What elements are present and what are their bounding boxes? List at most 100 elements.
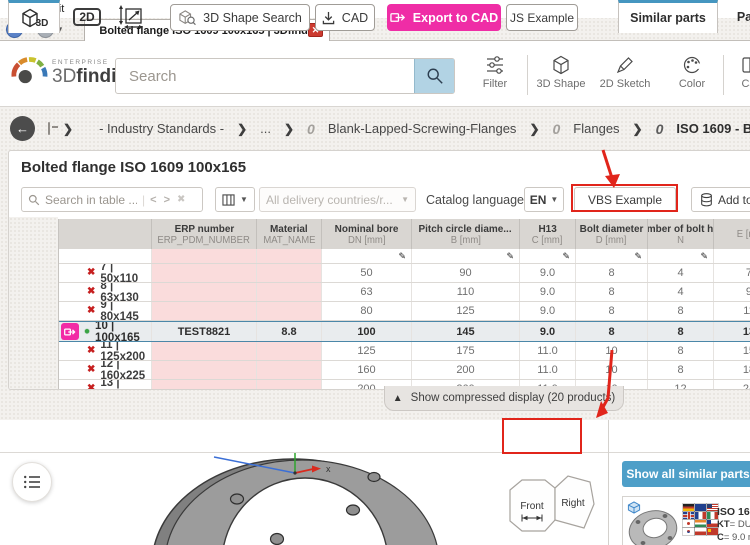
toolbar-3d-shape[interactable]: 3D Shape: [531, 55, 591, 90]
edit-pencil-icon[interactable]: ✎: [634, 250, 642, 261]
value-cell[interactable]: 8: [576, 283, 648, 301]
filter-cell[interactable]: ✎: [576, 249, 648, 263]
value-cell[interactable]: 160: [322, 361, 412, 379]
value-cell[interactable]: 50: [322, 264, 412, 282]
edit-pencil-icon[interactable]: ✎: [398, 250, 406, 261]
toolbar-catalogs[interactable]: Cat: [712, 55, 750, 90]
value-cell[interactable]: 80: [322, 302, 412, 320]
window-page-icon[interactable]: [48, 122, 58, 135]
material-cell[interactable]: [257, 264, 322, 282]
3d-shape-search-button[interactable]: 3D Shape Search: [170, 4, 310, 31]
column-header[interactable]: Material MAT_NAME: [257, 219, 322, 249]
row-label-cell[interactable]: ✖ 7 | 50x110: [59, 264, 152, 282]
erp-cell[interactable]: [152, 380, 257, 389]
value-cell[interactable]: 4: [648, 283, 714, 301]
tab-dimensions-view[interactable]: [112, 4, 150, 30]
filter-cell[interactable]: ✎: [520, 249, 576, 263]
value-cell[interactable]: 8: [576, 264, 648, 282]
value-cell[interactable]: 110: [714, 302, 750, 320]
filter-cell[interactable]: [152, 249, 257, 263]
material-cell[interactable]: [257, 342, 322, 360]
cad-download-button[interactable]: CAD: [315, 4, 375, 31]
tab-similar-parts[interactable]: Similar parts: [618, 0, 718, 33]
value-cell[interactable]: 155: [714, 342, 750, 360]
column-header[interactable]: ERP number ERP_PDM_NUMBER: [152, 219, 257, 249]
edit-pencil-icon[interactable]: ✎: [562, 250, 570, 261]
value-cell[interactable]: 180: [714, 361, 750, 379]
viewer-menu-button[interactable]: [12, 462, 52, 502]
value-cell[interactable]: 95: [714, 283, 750, 301]
value-cell[interactable]: 75: [714, 264, 750, 282]
value-cell[interactable]: 8: [648, 302, 714, 320]
row-label-cell[interactable]: ● 10 | 100x165: [59, 322, 152, 341]
value-cell[interactable]: 9.0: [520, 302, 576, 320]
material-cell[interactable]: [257, 361, 322, 379]
export-to-cad-button[interactable]: Export to CAD: [387, 4, 501, 31]
value-cell[interactable]: 9.0: [520, 264, 576, 282]
row-label-cell[interactable]: ✖ 13 | 200x285: [59, 380, 152, 389]
row-label-cell[interactable]: ✖ 9 | 80x145: [59, 302, 152, 320]
search-button[interactable]: [414, 59, 454, 93]
toolbar-2d-sketch[interactable]: 2D Sketch: [595, 55, 655, 90]
column-header[interactable]: H13 C [mm]: [520, 219, 576, 249]
filter-cell[interactable]: [257, 249, 322, 263]
add-to-list-button[interactable]: Add to li: [691, 187, 750, 212]
erp-cell[interactable]: [152, 361, 257, 379]
filter-cell[interactable]: ✎: [648, 249, 714, 263]
breadcrumb-item-standards[interactable]: - Industry Standards -: [99, 121, 225, 136]
tab-2d-view[interactable]: 2D: [68, 4, 106, 30]
value-cell[interactable]: 8: [648, 361, 714, 379]
view-cube[interactable]: Front Right: [500, 470, 604, 545]
search-input[interactable]: [116, 59, 414, 93]
material-cell[interactable]: [257, 380, 322, 389]
breadcrumb-item-iso1609[interactable]: ISO 1609 - Bo: [676, 121, 750, 136]
js-example-button[interactable]: JS Example: [506, 4, 578, 31]
value-cell[interactable]: 10: [576, 342, 648, 360]
value-cell[interactable]: 8: [648, 342, 714, 360]
breadcrumb-ellipsis[interactable]: ...: [260, 121, 271, 136]
material-cell[interactable]: [257, 283, 322, 301]
row-export-button[interactable]: [61, 323, 79, 340]
breadcrumb-back-button[interactable]: ←: [10, 116, 35, 141]
tab-3d-view[interactable]: 3D: [8, 0, 60, 33]
search-prev-next-icons[interactable]: < >: [150, 193, 173, 206]
value-cell[interactable]: 8: [576, 322, 648, 341]
edit-pencil-icon[interactable]: ✎: [700, 250, 708, 261]
value-cell[interactable]: 125: [412, 302, 520, 320]
toolbar-filter[interactable]: Filter: [465, 55, 525, 90]
filter-cell[interactable]: [59, 249, 152, 263]
toolbar-color[interactable]: Color: [662, 55, 722, 90]
value-cell[interactable]: 10: [576, 361, 648, 379]
value-cell[interactable]: 12: [648, 380, 714, 389]
clear-search-icon[interactable]: ✖: [177, 194, 186, 205]
column-header[interactable]: Bolt diameter D [mm]: [576, 219, 648, 249]
value-cell[interactable]: 200: [412, 361, 520, 379]
filter-cell[interactable]: ✎: [714, 249, 750, 263]
material-cell[interactable]: [257, 302, 322, 320]
value-cell[interactable]: 9.0: [520, 322, 576, 341]
value-cell[interactable]: 4: [648, 264, 714, 282]
value-cell[interactable]: 11.0: [520, 361, 576, 379]
value-cell[interactable]: 9.0: [520, 283, 576, 301]
value-cell[interactable]: 90: [412, 264, 520, 282]
value-cell[interactable]: 100: [322, 322, 412, 341]
material-cell[interactable]: 8.8: [257, 322, 322, 341]
row-label-cell[interactable]: ✖ 12 | 160x225: [59, 361, 152, 379]
vbs-example-button[interactable]: VBS Example: [574, 187, 676, 212]
language-select[interactable]: EN ▼: [524, 187, 564, 212]
row-label-cell[interactable]: ✖ 11 | 125x200: [59, 342, 152, 360]
breadcrumb-item-flanges[interactable]: Flanges: [573, 121, 620, 136]
flange-3d-render[interactable]: x: [150, 453, 450, 545]
value-cell[interactable]: 8: [648, 322, 714, 341]
value-cell[interactable]: 145: [412, 322, 520, 341]
value-cell[interactable]: 130: [714, 322, 750, 341]
column-header[interactable]: E [mm]: [714, 219, 750, 249]
similar-part-item[interactable]: ISO 1609 KT= DUMM C= 9.0 mm: [622, 496, 750, 545]
compressed-display-toggle[interactable]: ▲ Show compressed display (20 products): [384, 386, 624, 411]
column-header[interactable]: Number of bolt ho...N: [648, 219, 714, 249]
